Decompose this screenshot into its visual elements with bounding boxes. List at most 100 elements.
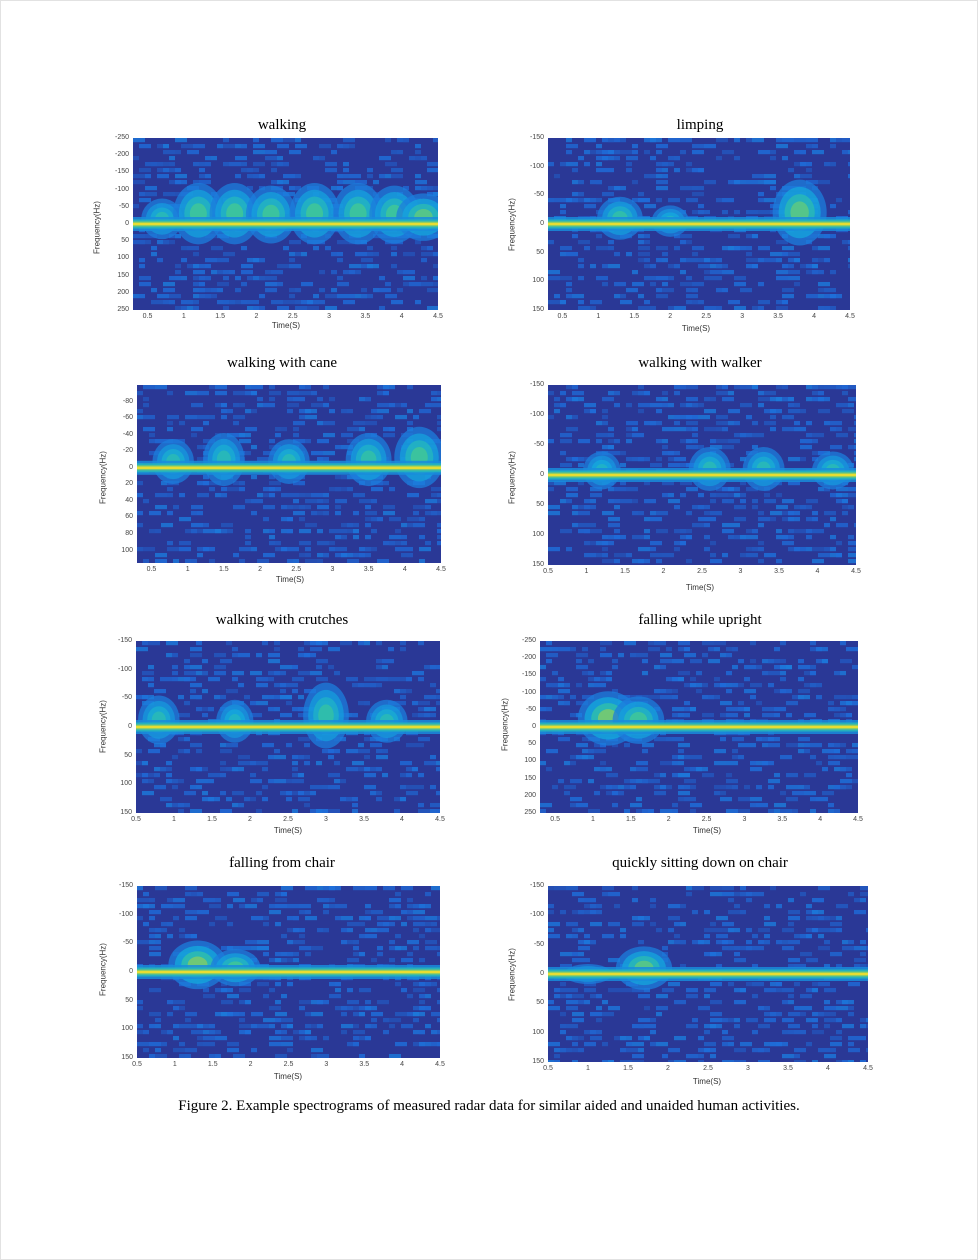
noise-cell	[824, 916, 836, 921]
noise-cell	[638, 294, 644, 299]
noise-cell	[328, 647, 340, 652]
noise-cell	[734, 1000, 746, 1005]
noise-cell	[364, 755, 370, 760]
noise-cell	[305, 1024, 311, 1029]
noise-cell	[704, 1048, 716, 1053]
noise-cell	[596, 1006, 602, 1011]
noise-cell	[732, 755, 738, 760]
noise-cell	[596, 439, 602, 444]
noise-cell	[359, 922, 365, 927]
noise-cell	[391, 174, 403, 179]
noise-cell	[726, 761, 738, 766]
noise-cell	[734, 210, 740, 215]
noise-cell	[710, 886, 722, 891]
noise-cell	[262, 695, 268, 700]
noise-cell	[437, 1030, 440, 1035]
noise-cell	[221, 403, 227, 408]
noise-cell	[155, 505, 167, 510]
noise-cell	[184, 677, 196, 682]
noise-cell	[379, 288, 391, 293]
noise-cell	[256, 653, 262, 658]
noise-cell	[280, 683, 286, 688]
noise-cell	[770, 156, 776, 161]
noise-cell	[271, 270, 283, 275]
noise-cell	[788, 910, 800, 915]
noise-cell	[578, 180, 584, 185]
noise-cell	[566, 886, 578, 891]
noise-cell	[662, 946, 668, 951]
noise-cell	[329, 994, 341, 999]
noise-cell	[425, 982, 437, 987]
noise-cell	[223, 306, 229, 310]
noise-cell	[239, 487, 245, 492]
noise-cell	[750, 659, 756, 664]
noise-cell	[584, 958, 590, 963]
noise-cell	[662, 439, 668, 444]
noise-cell	[788, 1024, 800, 1029]
noise-cell	[196, 695, 202, 700]
noise-cell	[382, 665, 388, 670]
noise-cell	[614, 138, 620, 143]
noise-cell	[596, 180, 602, 185]
noise-cell	[686, 1024, 698, 1029]
noise-cell	[223, 138, 229, 143]
noise-cell	[656, 288, 662, 293]
noise-cell	[335, 916, 341, 921]
noise-cell	[744, 743, 750, 748]
noise-cell	[794, 1006, 800, 1011]
noise-cell	[716, 306, 722, 310]
noise-cell	[425, 892, 431, 897]
noise-cell	[199, 168, 205, 173]
noise-cell	[139, 168, 151, 173]
noise-cell	[690, 785, 696, 790]
noise-cell	[794, 427, 806, 432]
noise-cell	[680, 940, 686, 945]
noise-cell	[389, 1054, 401, 1058]
noise-cell	[352, 809, 358, 813]
noise-cell	[722, 553, 728, 558]
noise-cell	[788, 168, 794, 173]
noise-cell	[281, 1036, 293, 1041]
noise-cell	[774, 713, 780, 718]
noise-cell	[830, 162, 836, 167]
noise-cell	[364, 677, 376, 682]
noise-cell	[199, 174, 205, 179]
noise-cell	[166, 641, 178, 646]
y-axis-label: Frequency(Hz)	[507, 948, 517, 1001]
noise-cell	[560, 451, 566, 456]
noise-cell	[692, 403, 704, 408]
noise-cell	[830, 445, 842, 450]
noise-cell	[546, 749, 558, 754]
noise-cell	[305, 493, 311, 498]
noise-cell	[698, 415, 710, 420]
noise-cell	[830, 421, 842, 426]
noise-cell	[698, 300, 704, 305]
noise-cell	[678, 761, 684, 766]
noise-cell	[806, 439, 818, 444]
noise-cell	[329, 904, 335, 909]
noise-cell	[190, 653, 202, 658]
noise-cell	[311, 1048, 323, 1053]
noise-cell	[722, 940, 734, 945]
noise-cell	[359, 553, 371, 558]
noise-cell	[548, 270, 560, 275]
noise-cell	[732, 749, 738, 754]
noise-cell	[430, 809, 436, 813]
noise-cell	[257, 898, 263, 903]
noise-cell	[148, 665, 154, 670]
noise-cell	[672, 695, 678, 700]
noise-cell	[564, 701, 570, 706]
noise-cell	[418, 803, 424, 808]
noise-cell	[211, 288, 217, 293]
noise-cell	[614, 499, 620, 504]
y-tick-label: -100	[114, 185, 129, 193]
x-tick-label: 1	[181, 313, 186, 320]
noise-cell	[800, 174, 812, 179]
x-tick-label: 3	[324, 816, 328, 823]
noise-cell	[752, 421, 758, 426]
noise-cell	[666, 689, 678, 694]
noise-cell	[341, 1012, 347, 1017]
x-tick-label: 1	[185, 566, 190, 573]
noise-cell	[848, 547, 856, 552]
noise-cell	[684, 701, 690, 706]
